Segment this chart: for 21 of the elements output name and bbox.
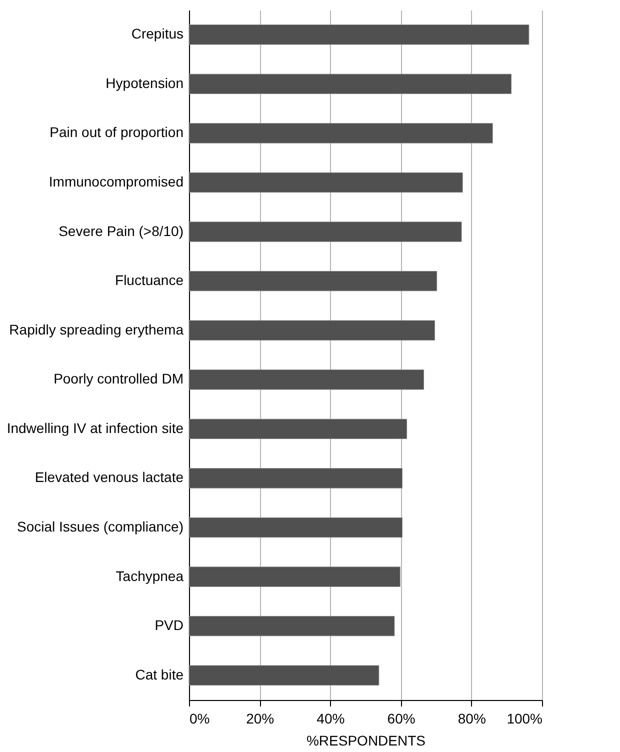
x-tick-label: 40% (316, 710, 345, 726)
y-tick-label: Pain out of proportion (50, 124, 184, 140)
y-tick-label: Elevated venous lactate (34, 469, 184, 486)
y-tick-label: Social Issues (compliance) (16, 518, 184, 534)
y-tick-label: PVD (154, 617, 184, 634)
x-tick-label: 0% (190, 710, 210, 726)
y-tick-label: Rapidly spreading erythema (9, 321, 184, 338)
y-tick-label: Immunocompromised (48, 174, 184, 190)
y-tick-label: Indwelling IV at infection site (6, 420, 184, 436)
y-tick-label: Severe Pain (>8/10) (58, 222, 184, 239)
y-tick-label: Tachypnea (116, 568, 184, 584)
y-tick-label: Cat bite (135, 666, 184, 682)
y-tick-label: Fluctuance (115, 272, 184, 288)
y-tick-label: Poorly controlled DM (54, 370, 184, 387)
x-tick-label: 100% (506, 710, 542, 726)
y-tick-label: Crepitus (131, 26, 184, 42)
y-tick-label: Hypotension (106, 74, 184, 91)
x-axis-title: %RESPONDENTS (306, 732, 426, 748)
x-tick-label: 60% (387, 710, 416, 726)
x-tick-label: 80% (458, 710, 486, 726)
x-tick-label: 20% (246, 710, 274, 726)
